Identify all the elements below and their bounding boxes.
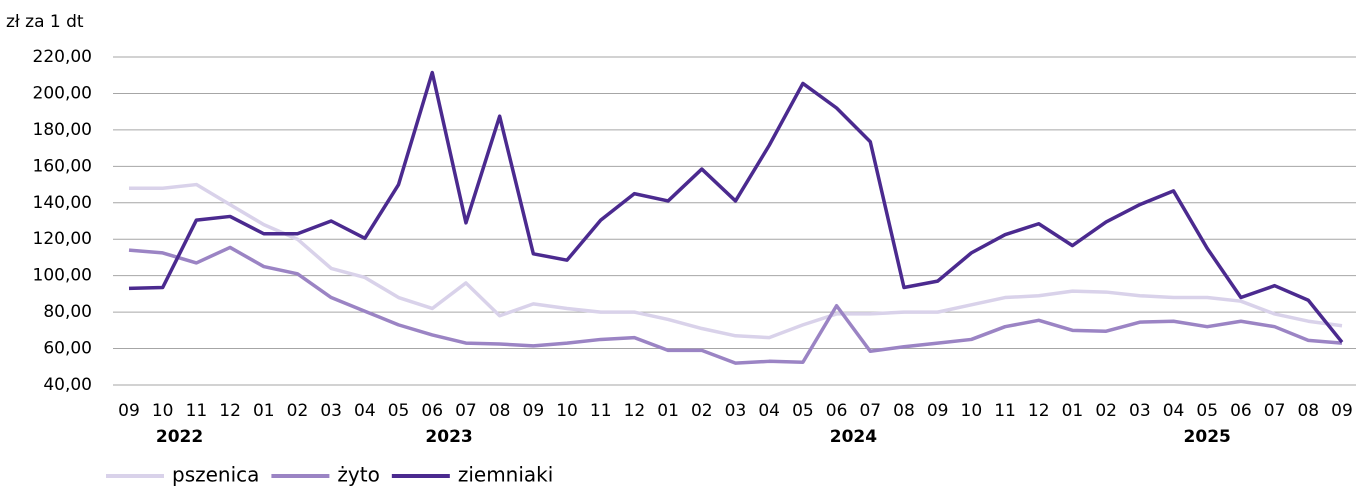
x-tick-label: 09 <box>118 401 140 421</box>
x-tick-label: 05 <box>792 401 814 421</box>
y-axis-label: zł za 1 dt <box>6 12 84 32</box>
x-tick-label: 02 <box>691 401 713 421</box>
x-tick-label: 07 <box>859 401 881 421</box>
series-line <box>128 70 1344 344</box>
x-tick-label: 03 <box>1129 401 1151 421</box>
y-tick-label: 40,00 <box>43 375 92 395</box>
x-tick-label: 10 <box>152 401 174 421</box>
y-tick-label: 60,00 <box>43 339 92 359</box>
x-tick-label: 11 <box>186 401 208 421</box>
x-tick-label: 08 <box>1297 401 1319 421</box>
series-line <box>128 245 1343 365</box>
y-tick-label: 200,00 <box>33 83 92 103</box>
year-label: 2024 <box>830 427 877 447</box>
y-tick-label: 140,00 <box>33 193 92 213</box>
x-tick-label: 07 <box>455 401 477 421</box>
x-tick-label: 05 <box>388 401 410 421</box>
year-label: 2022 <box>156 427 203 447</box>
x-tick-label: 11 <box>994 401 1016 421</box>
x-tick-label: 08 <box>893 401 915 421</box>
x-tick-label: 06 <box>1230 401 1252 421</box>
x-tick-label: 04 <box>758 401 780 421</box>
x-tick-label: 11 <box>590 401 612 421</box>
x-tick-label: 09 <box>1331 401 1353 421</box>
y-tick-label: 120,00 <box>33 229 92 249</box>
legend-label: ziemniaki <box>458 463 553 487</box>
y-tick-label: 100,00 <box>33 266 92 286</box>
x-tick-label: 03 <box>725 401 747 421</box>
x-tick-label: 01 <box>657 401 679 421</box>
y-tick-label: 160,00 <box>33 156 92 176</box>
x-tick-label: 10 <box>961 401 983 421</box>
year-label: 2023 <box>425 427 472 447</box>
x-tick-label: 02 <box>287 401 309 421</box>
x-tick-label: 09 <box>523 401 545 421</box>
x-tick-label: 02 <box>1095 401 1117 421</box>
x-tick-label: 06 <box>421 401 443 421</box>
x-tick-label: 06 <box>826 401 848 421</box>
x-tick-label: 03 <box>320 401 342 421</box>
legend-label: żyto <box>337 463 379 487</box>
year-label: 2025 <box>1184 427 1231 447</box>
x-tick-label: 04 <box>354 401 376 421</box>
series-line <box>129 182 1343 340</box>
x-tick-label: 12 <box>1028 401 1050 421</box>
x-tick-label: 04 <box>1163 401 1185 421</box>
x-tick-label: 05 <box>1196 401 1218 421</box>
legend-label: pszenica <box>172 463 259 487</box>
x-tick-label: 01 <box>1062 401 1084 421</box>
x-tick-label: 12 <box>219 401 241 421</box>
x-tick-label: 08 <box>489 401 511 421</box>
x-tick-label: 07 <box>1264 401 1286 421</box>
y-tick-label: 220,00 <box>33 47 92 67</box>
x-tick-label: 10 <box>556 401 578 421</box>
x-tick-label: 09 <box>927 401 949 421</box>
y-tick-label: 80,00 <box>43 302 92 322</box>
x-tick-label: 01 <box>253 401 275 421</box>
x-tick-label: 12 <box>624 401 646 421</box>
y-tick-label: 180,00 <box>33 120 92 140</box>
